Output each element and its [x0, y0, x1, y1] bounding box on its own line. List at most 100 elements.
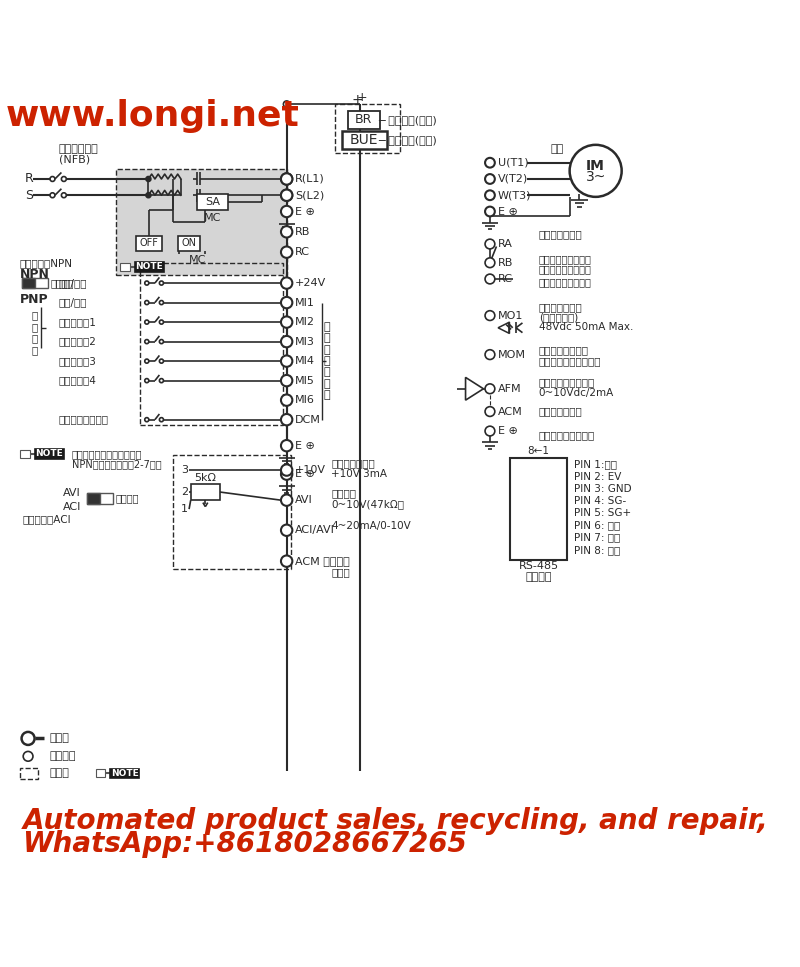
Circle shape	[485, 274, 495, 284]
Text: OFF: OFF	[140, 238, 158, 249]
Text: 多机能模拟输出端子: 多机能模拟输出端子	[538, 377, 595, 387]
Circle shape	[159, 359, 163, 364]
Bar	[190, 484, 220, 500]
Text: 定: 定	[31, 345, 38, 355]
Text: +: +	[356, 91, 366, 104]
Text: RB: RB	[498, 258, 514, 268]
Circle shape	[159, 281, 163, 285]
Text: 0~10Vdc/2mA: 0~10Vdc/2mA	[538, 388, 614, 397]
Text: MOM: MOM	[498, 350, 526, 360]
Circle shape	[281, 555, 292, 567]
Circle shape	[485, 258, 495, 268]
Text: 厂: 厂	[31, 322, 38, 332]
Circle shape	[62, 177, 66, 182]
Bar	[87, 493, 101, 504]
Circle shape	[145, 320, 149, 324]
Text: 设: 设	[31, 334, 38, 343]
Circle shape	[485, 384, 495, 394]
Text: AVI: AVI	[63, 487, 81, 498]
Circle shape	[485, 310, 495, 320]
Text: PIN 7: 保留: PIN 7: 保留	[574, 533, 620, 542]
Text: ACM: ACM	[498, 406, 523, 417]
Circle shape	[281, 464, 292, 476]
Text: V(T2): V(T2)	[498, 174, 528, 184]
Text: MI4: MI4	[294, 356, 314, 366]
Text: +10V 3mA: +10V 3mA	[331, 469, 387, 480]
Text: ─ 制动电阵(选购): ─ 制动电阵(选购)	[378, 115, 437, 125]
Bar	[140, 263, 282, 425]
Text: 多: 多	[324, 322, 330, 332]
Text: E ⊕: E ⊕	[294, 441, 314, 451]
Circle shape	[145, 379, 149, 383]
Text: 出厂设定为输出频率: 出厂设定为输出频率	[538, 430, 595, 440]
Bar	[22, 278, 47, 288]
Text: PNP: PNP	[20, 293, 49, 306]
Text: 以上信号不可直接加入电压: 以上信号不可直接加入电压	[72, 449, 142, 458]
Circle shape	[159, 339, 163, 343]
Text: MI3: MI3	[294, 337, 314, 346]
Text: 1: 1	[181, 504, 188, 514]
Circle shape	[159, 301, 163, 305]
Circle shape	[145, 281, 149, 285]
Text: 反转/停止: 反转/停止	[59, 298, 87, 308]
Bar	[34, 449, 64, 458]
Text: MI5: MI5	[294, 375, 314, 386]
Text: Automated product sales, recycling, and repair,: Automated product sales, recycling, and …	[22, 807, 768, 835]
Circle shape	[281, 173, 292, 185]
Bar	[510, 458, 567, 560]
Text: 电机: 电机	[551, 144, 564, 154]
Text: 光耦合输出共同端: 光耦合输出共同端	[538, 345, 589, 356]
Circle shape	[62, 192, 66, 197]
Circle shape	[281, 375, 292, 387]
Circle shape	[281, 247, 292, 258]
Text: E ⊕: E ⊕	[294, 469, 314, 480]
Circle shape	[145, 301, 149, 305]
Text: 多机能接点输出: 多机能接点输出	[538, 303, 582, 312]
Text: IM: IM	[586, 159, 605, 173]
Bar	[348, 110, 380, 129]
Text: 主速指令: 主速指令	[331, 488, 356, 499]
Circle shape	[281, 173, 292, 185]
Text: 隔离线: 隔离线	[50, 769, 69, 778]
Circle shape	[485, 350, 495, 360]
Text: PIN 1:保留: PIN 1:保留	[574, 459, 617, 469]
Text: 多机能接点输出: 多机能接点输出	[538, 229, 582, 239]
Text: 频率设定用电源: 频率设定用电源	[331, 458, 375, 469]
Text: MC: MC	[204, 213, 222, 223]
Text: BR: BR	[355, 113, 373, 126]
Text: PIN 3: GND: PIN 3: GND	[574, 484, 631, 494]
Text: PIN 6: 保留: PIN 6: 保留	[574, 520, 620, 530]
Text: NPN: NPN	[20, 269, 50, 281]
Text: NOTE: NOTE	[35, 450, 63, 458]
Bar	[20, 450, 30, 458]
Circle shape	[283, 101, 290, 107]
Circle shape	[281, 468, 292, 480]
Text: PIN 2: EV: PIN 2: EV	[574, 472, 621, 482]
Text: S(L2): S(L2)	[294, 190, 324, 200]
Circle shape	[281, 190, 292, 201]
Circle shape	[485, 426, 495, 436]
Text: NPN模式：请参考图2-7所示: NPN模式：请参考图2-7所示	[72, 459, 162, 469]
Text: MI1: MI1	[294, 298, 314, 308]
Text: (NFB): (NFB)	[59, 155, 90, 164]
Text: 5kΩ: 5kΩ	[194, 473, 216, 484]
Circle shape	[570, 145, 622, 197]
Circle shape	[22, 732, 34, 745]
Text: RC: RC	[498, 274, 513, 284]
Circle shape	[281, 395, 292, 406]
Circle shape	[50, 192, 55, 197]
Bar	[134, 262, 164, 272]
Text: W(T3): W(T3)	[498, 190, 531, 200]
Text: 8←1: 8←1	[528, 447, 550, 456]
Text: MI2: MI2	[294, 317, 314, 327]
Text: 多段速指兰3: 多段速指兰3	[59, 356, 97, 366]
Bar	[136, 236, 162, 250]
Circle shape	[281, 226, 292, 238]
Text: R(L1): R(L1)	[294, 174, 325, 184]
Bar	[87, 493, 114, 504]
Circle shape	[281, 316, 292, 328]
Text: 3~: 3~	[586, 170, 606, 185]
Text: MI6: MI6	[294, 396, 314, 405]
Text: RB: RB	[294, 227, 310, 237]
Circle shape	[145, 359, 149, 364]
